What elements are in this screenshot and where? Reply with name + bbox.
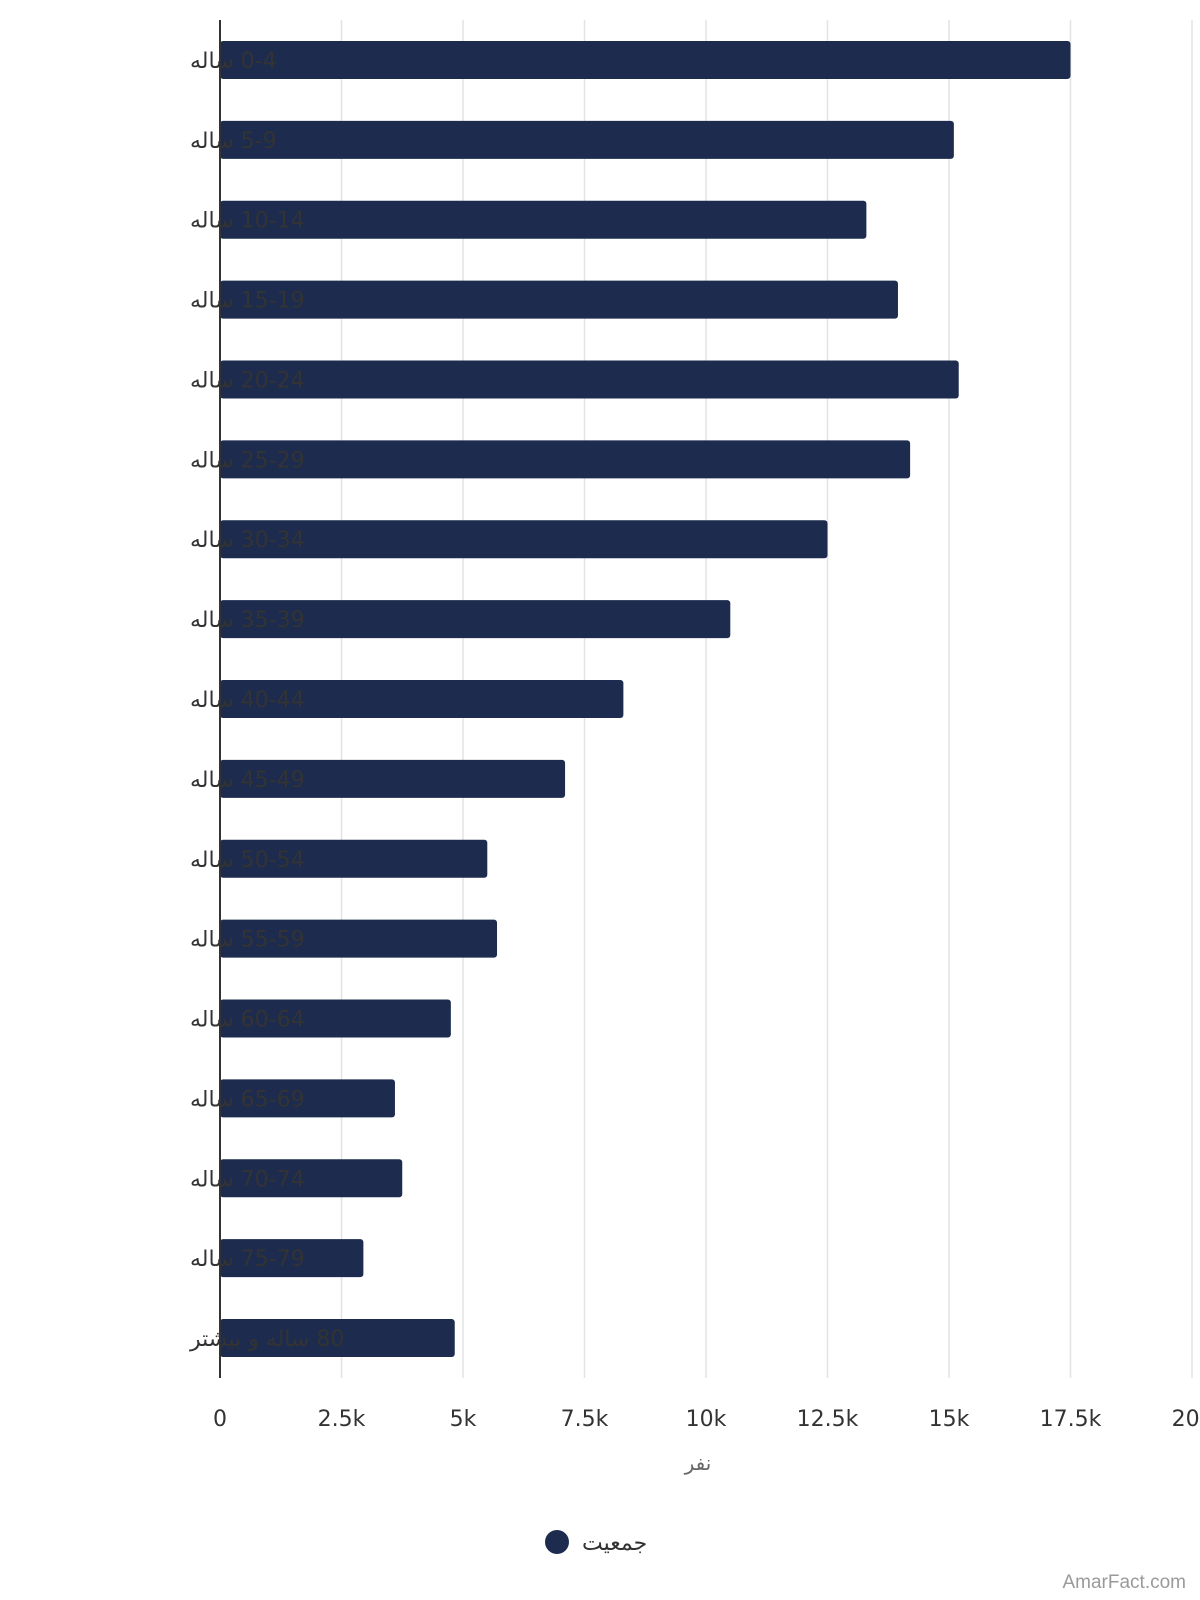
bar[interactable] — [220, 1079, 395, 1118]
category-label: 55-59 ساله — [190, 928, 305, 953]
x-tick-label: 2.5k — [318, 1407, 366, 1432]
category-label: 60-64 ساله — [190, 1008, 305, 1033]
category-label: 0-4 ساله — [190, 49, 277, 74]
legend-label: جمعیت — [582, 1531, 647, 1556]
x-axis-title: نفر — [684, 1451, 712, 1475]
bar[interactable] — [220, 280, 898, 319]
bar[interactable] — [220, 520, 828, 559]
x-tick-label: 5k — [450, 1407, 477, 1432]
bar[interactable] — [220, 40, 1071, 79]
category-label: 30-34 ساله — [190, 528, 305, 553]
bar[interactable] — [220, 680, 624, 718]
x-tick-label: 0 — [213, 1407, 227, 1432]
x-tick-label: 10k — [686, 1407, 727, 1432]
legend[interactable]: جمعیت — [545, 1530, 647, 1556]
category-label: 80 ساله و بیشتر — [189, 1327, 344, 1352]
x-tick-labels: 0 2.5k 5k 7.5k 10k 12.5k 15k 17.5k 20k — [213, 1407, 1200, 1432]
category-label: 40-44 ساله — [190, 688, 305, 713]
bars — [220, 40, 1071, 1358]
bar[interactable] — [220, 999, 451, 1038]
bar[interactable] — [220, 440, 911, 479]
x-tick-label: 17.5k — [1040, 1407, 1102, 1432]
category-label: 25-29 ساله — [190, 448, 305, 473]
bar[interactable] — [220, 1239, 364, 1278]
x-tick-label: 20k — [1172, 1407, 1200, 1432]
category-label: 35-39 ساله — [190, 608, 305, 633]
bar[interactable] — [220, 759, 566, 798]
watermark: AmarFact.com — [1062, 1572, 1186, 1593]
category-label: 50-54 ساله — [190, 848, 305, 873]
bar[interactable] — [220, 1159, 403, 1198]
bar[interactable] — [220, 200, 867, 239]
bar[interactable] — [220, 600, 731, 639]
bar[interactable] — [220, 360, 959, 399]
x-tick-label: 12.5k — [797, 1407, 859, 1432]
category-labels: 0-4 ساله 5-9 ساله 10-14 ساله 15-19 ساله 20-2… — [189, 49, 344, 1352]
bar[interactable] — [220, 1319, 455, 1358]
category-label: 10-14 ساله — [190, 209, 305, 234]
category-label: 70-74 ساله — [190, 1167, 305, 1192]
x-tick-label: 7.5k — [561, 1407, 609, 1432]
category-label: 15-19 ساله — [190, 289, 305, 314]
category-label: 65-69 ساله — [190, 1087, 305, 1112]
category-label: 75-79 ساله — [190, 1247, 305, 1272]
category-label: 45-49 ساله — [190, 768, 305, 793]
bar[interactable] — [220, 120, 954, 159]
bar[interactable] — [220, 919, 498, 958]
legend-marker-icon — [545, 1530, 569, 1554]
category-label: 20-24 ساله — [190, 368, 305, 393]
bar[interactable] — [220, 839, 488, 878]
x-tick-label: 15k — [929, 1407, 970, 1432]
category-label: 5-9 ساله — [190, 129, 277, 154]
